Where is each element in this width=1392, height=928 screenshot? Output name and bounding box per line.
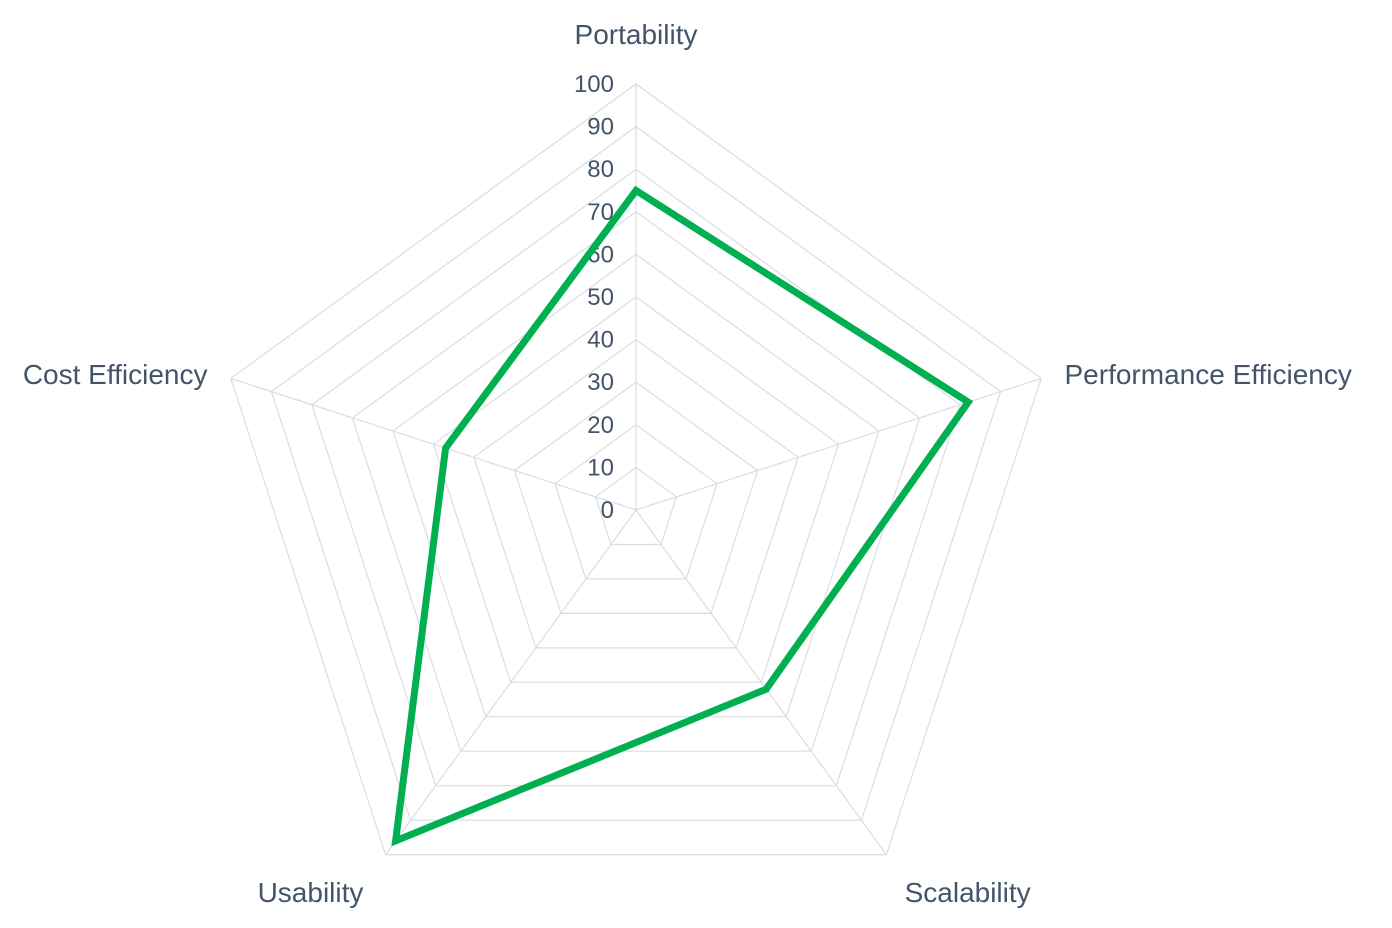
category-label: Usability xyxy=(258,877,364,908)
tick-label: 30 xyxy=(587,369,614,396)
category-label: Cost Efficiency xyxy=(23,359,208,390)
category-label: Scalability xyxy=(905,877,1031,908)
tick-label: 20 xyxy=(587,412,614,439)
radar-grid xyxy=(230,83,1042,856)
series-line-0 xyxy=(391,185,974,847)
tick-label: 10 xyxy=(587,454,614,481)
spoke-2 xyxy=(635,509,887,855)
tick-label: 90 xyxy=(587,114,614,141)
grid-ring-100 xyxy=(230,83,1042,856)
grid-ring-90 xyxy=(270,125,1002,821)
series-layer xyxy=(391,185,974,847)
category-label: Performance Efficiency xyxy=(1065,359,1352,390)
tick-label: 100 xyxy=(574,71,614,98)
tick-label: 40 xyxy=(587,327,614,354)
spoke-4 xyxy=(230,377,637,511)
category-labels: Portability Performance Efficiency Scalabi… xyxy=(23,19,1352,908)
grid-ring-60 xyxy=(392,253,880,718)
spoke-3 xyxy=(385,509,637,855)
tick-label: 0 xyxy=(601,497,614,524)
tick-label: 80 xyxy=(587,156,614,183)
category-label: Portability xyxy=(575,19,698,50)
grid-ring-20 xyxy=(554,424,718,580)
grid-ring-70 xyxy=(351,211,921,752)
tick-label: 50 xyxy=(587,284,614,311)
grid-ring-40 xyxy=(473,338,799,649)
grid-ring-30 xyxy=(513,381,759,615)
grid-ring-10 xyxy=(594,466,678,546)
spoke-1 xyxy=(635,377,1042,511)
